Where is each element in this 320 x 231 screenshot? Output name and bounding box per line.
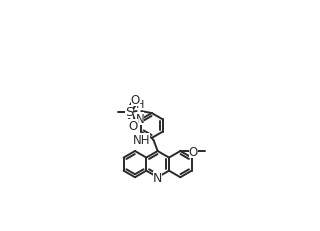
- Text: S: S: [125, 106, 133, 119]
- Text: NH: NH: [133, 134, 150, 146]
- Text: N: N: [153, 171, 162, 184]
- Text: O: O: [131, 93, 140, 106]
- Text: O: O: [189, 145, 198, 158]
- Text: O: O: [128, 119, 138, 132]
- Text: N: N: [135, 112, 144, 125]
- Text: H: H: [136, 100, 144, 110]
